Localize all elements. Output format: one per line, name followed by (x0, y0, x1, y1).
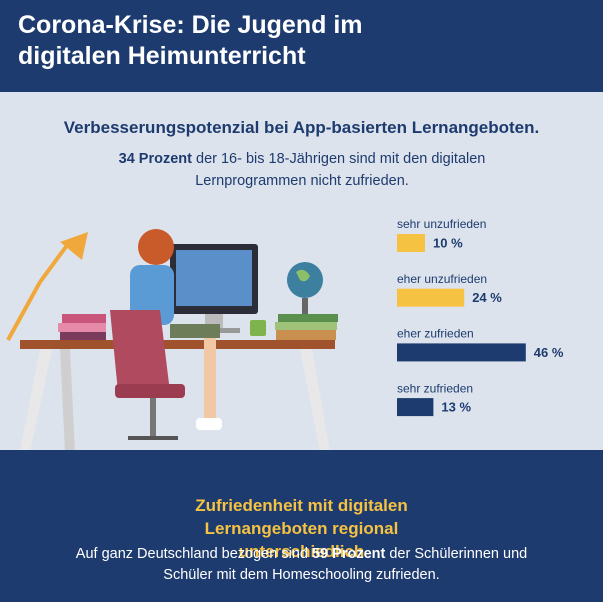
subtitle-bold: 34 Prozent (118, 151, 192, 167)
chart-subtitle: 34 Prozent der 16- bis 18-Jährigen sind … (96, 148, 508, 192)
bar (397, 398, 434, 417)
footer-text-before: Auf ganz Deutschland bezogen sind (75, 546, 308, 562)
footer-title: Zufriedenheit mit digitalen Lernangebote… (195, 496, 408, 561)
category-label: sehr unzufrieden (397, 217, 486, 231)
footer-text: Auf ganz Deutschland bezogen sind 59 Pro… (60, 544, 543, 586)
category-label: sehr zufrieden (397, 381, 473, 395)
value-label: 24 % (472, 290, 502, 305)
chart-area: sehr unzufrieden 10 % eher unzufrieden 24 %… (6, 217, 564, 450)
bar (397, 234, 425, 252)
footer-text-after: der Schülerinnen und Schüler mit dem Hom… (163, 546, 528, 583)
header-title: Corona-Krise: Die Jugend im digitalen He… (18, 11, 363, 70)
illustration (6, 229, 338, 450)
category-label: eher zufrieden (397, 327, 474, 341)
bar (397, 288, 465, 307)
value-label: 13 % (441, 400, 471, 415)
value-label: 46 % (534, 345, 564, 360)
footer-text-bold: 59 Prozent (311, 546, 386, 562)
header: Corona-Krise: Die Jugend im digitalen He… (0, 0, 603, 92)
subtitle-text: der 16- bis 18-Jährigen sind mit den dig… (195, 151, 486, 189)
bar (397, 343, 526, 362)
value-label: 10 % (433, 235, 463, 250)
chart-title: Verbesserungspotenzial bei App-basierten… (63, 118, 540, 137)
category-label: eher unzufrieden (397, 272, 487, 286)
footer: Zufriedenheit mit digitalen Lernangebote… (0, 450, 603, 602)
